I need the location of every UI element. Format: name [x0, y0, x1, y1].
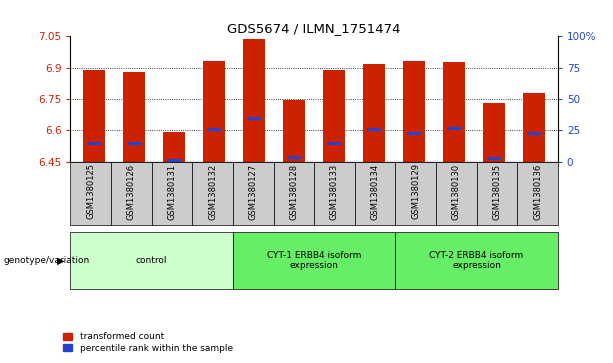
Text: GSM1380126: GSM1380126: [127, 163, 136, 220]
Text: GSM1380125: GSM1380125: [86, 163, 95, 220]
Bar: [527, 132, 541, 135]
Text: GSM1380132: GSM1380132: [208, 163, 217, 220]
Bar: [487, 158, 501, 160]
Bar: [207, 128, 221, 131]
Bar: [523, 93, 545, 162]
Bar: [243, 40, 265, 162]
Bar: [128, 142, 142, 145]
Bar: [123, 72, 145, 162]
Text: CYT-2 ERBB4 isoform
expression: CYT-2 ERBB4 isoform expression: [430, 251, 524, 270]
Bar: [443, 62, 465, 162]
Bar: [323, 70, 345, 162]
Text: GSM1380133: GSM1380133: [330, 163, 339, 220]
Bar: [327, 142, 341, 145]
Text: GSM1380134: GSM1380134: [371, 163, 379, 220]
Bar: [407, 132, 421, 135]
Bar: [447, 127, 461, 130]
Text: genotype/variation: genotype/variation: [3, 256, 89, 265]
Text: GSM1380127: GSM1380127: [249, 163, 257, 220]
Text: GSM1380128: GSM1380128: [289, 163, 299, 220]
Bar: [247, 117, 261, 120]
Title: GDS5674 / ILMN_1751474: GDS5674 / ILMN_1751474: [227, 22, 401, 35]
Text: CYT-1 ERBB4 isoform
expression: CYT-1 ERBB4 isoform expression: [267, 251, 361, 270]
Bar: [164, 132, 185, 162]
Bar: [167, 159, 181, 162]
Bar: [88, 142, 102, 145]
Text: control: control: [136, 256, 167, 265]
Text: GSM1380136: GSM1380136: [533, 163, 542, 220]
Bar: [204, 61, 226, 162]
Bar: [283, 100, 305, 162]
Text: GSM1380129: GSM1380129: [411, 163, 420, 220]
Bar: [83, 70, 105, 162]
Bar: [363, 65, 385, 162]
Bar: [287, 156, 301, 159]
Legend: transformed count, percentile rank within the sample: transformed count, percentile rank withi…: [59, 329, 236, 357]
Text: GSM1380131: GSM1380131: [167, 163, 177, 220]
Text: GSM1380135: GSM1380135: [492, 163, 501, 220]
Bar: [403, 61, 425, 162]
Text: GSM1380130: GSM1380130: [452, 163, 461, 220]
Bar: [367, 128, 381, 131]
Text: ▶: ▶: [57, 256, 64, 265]
Bar: [483, 103, 505, 162]
